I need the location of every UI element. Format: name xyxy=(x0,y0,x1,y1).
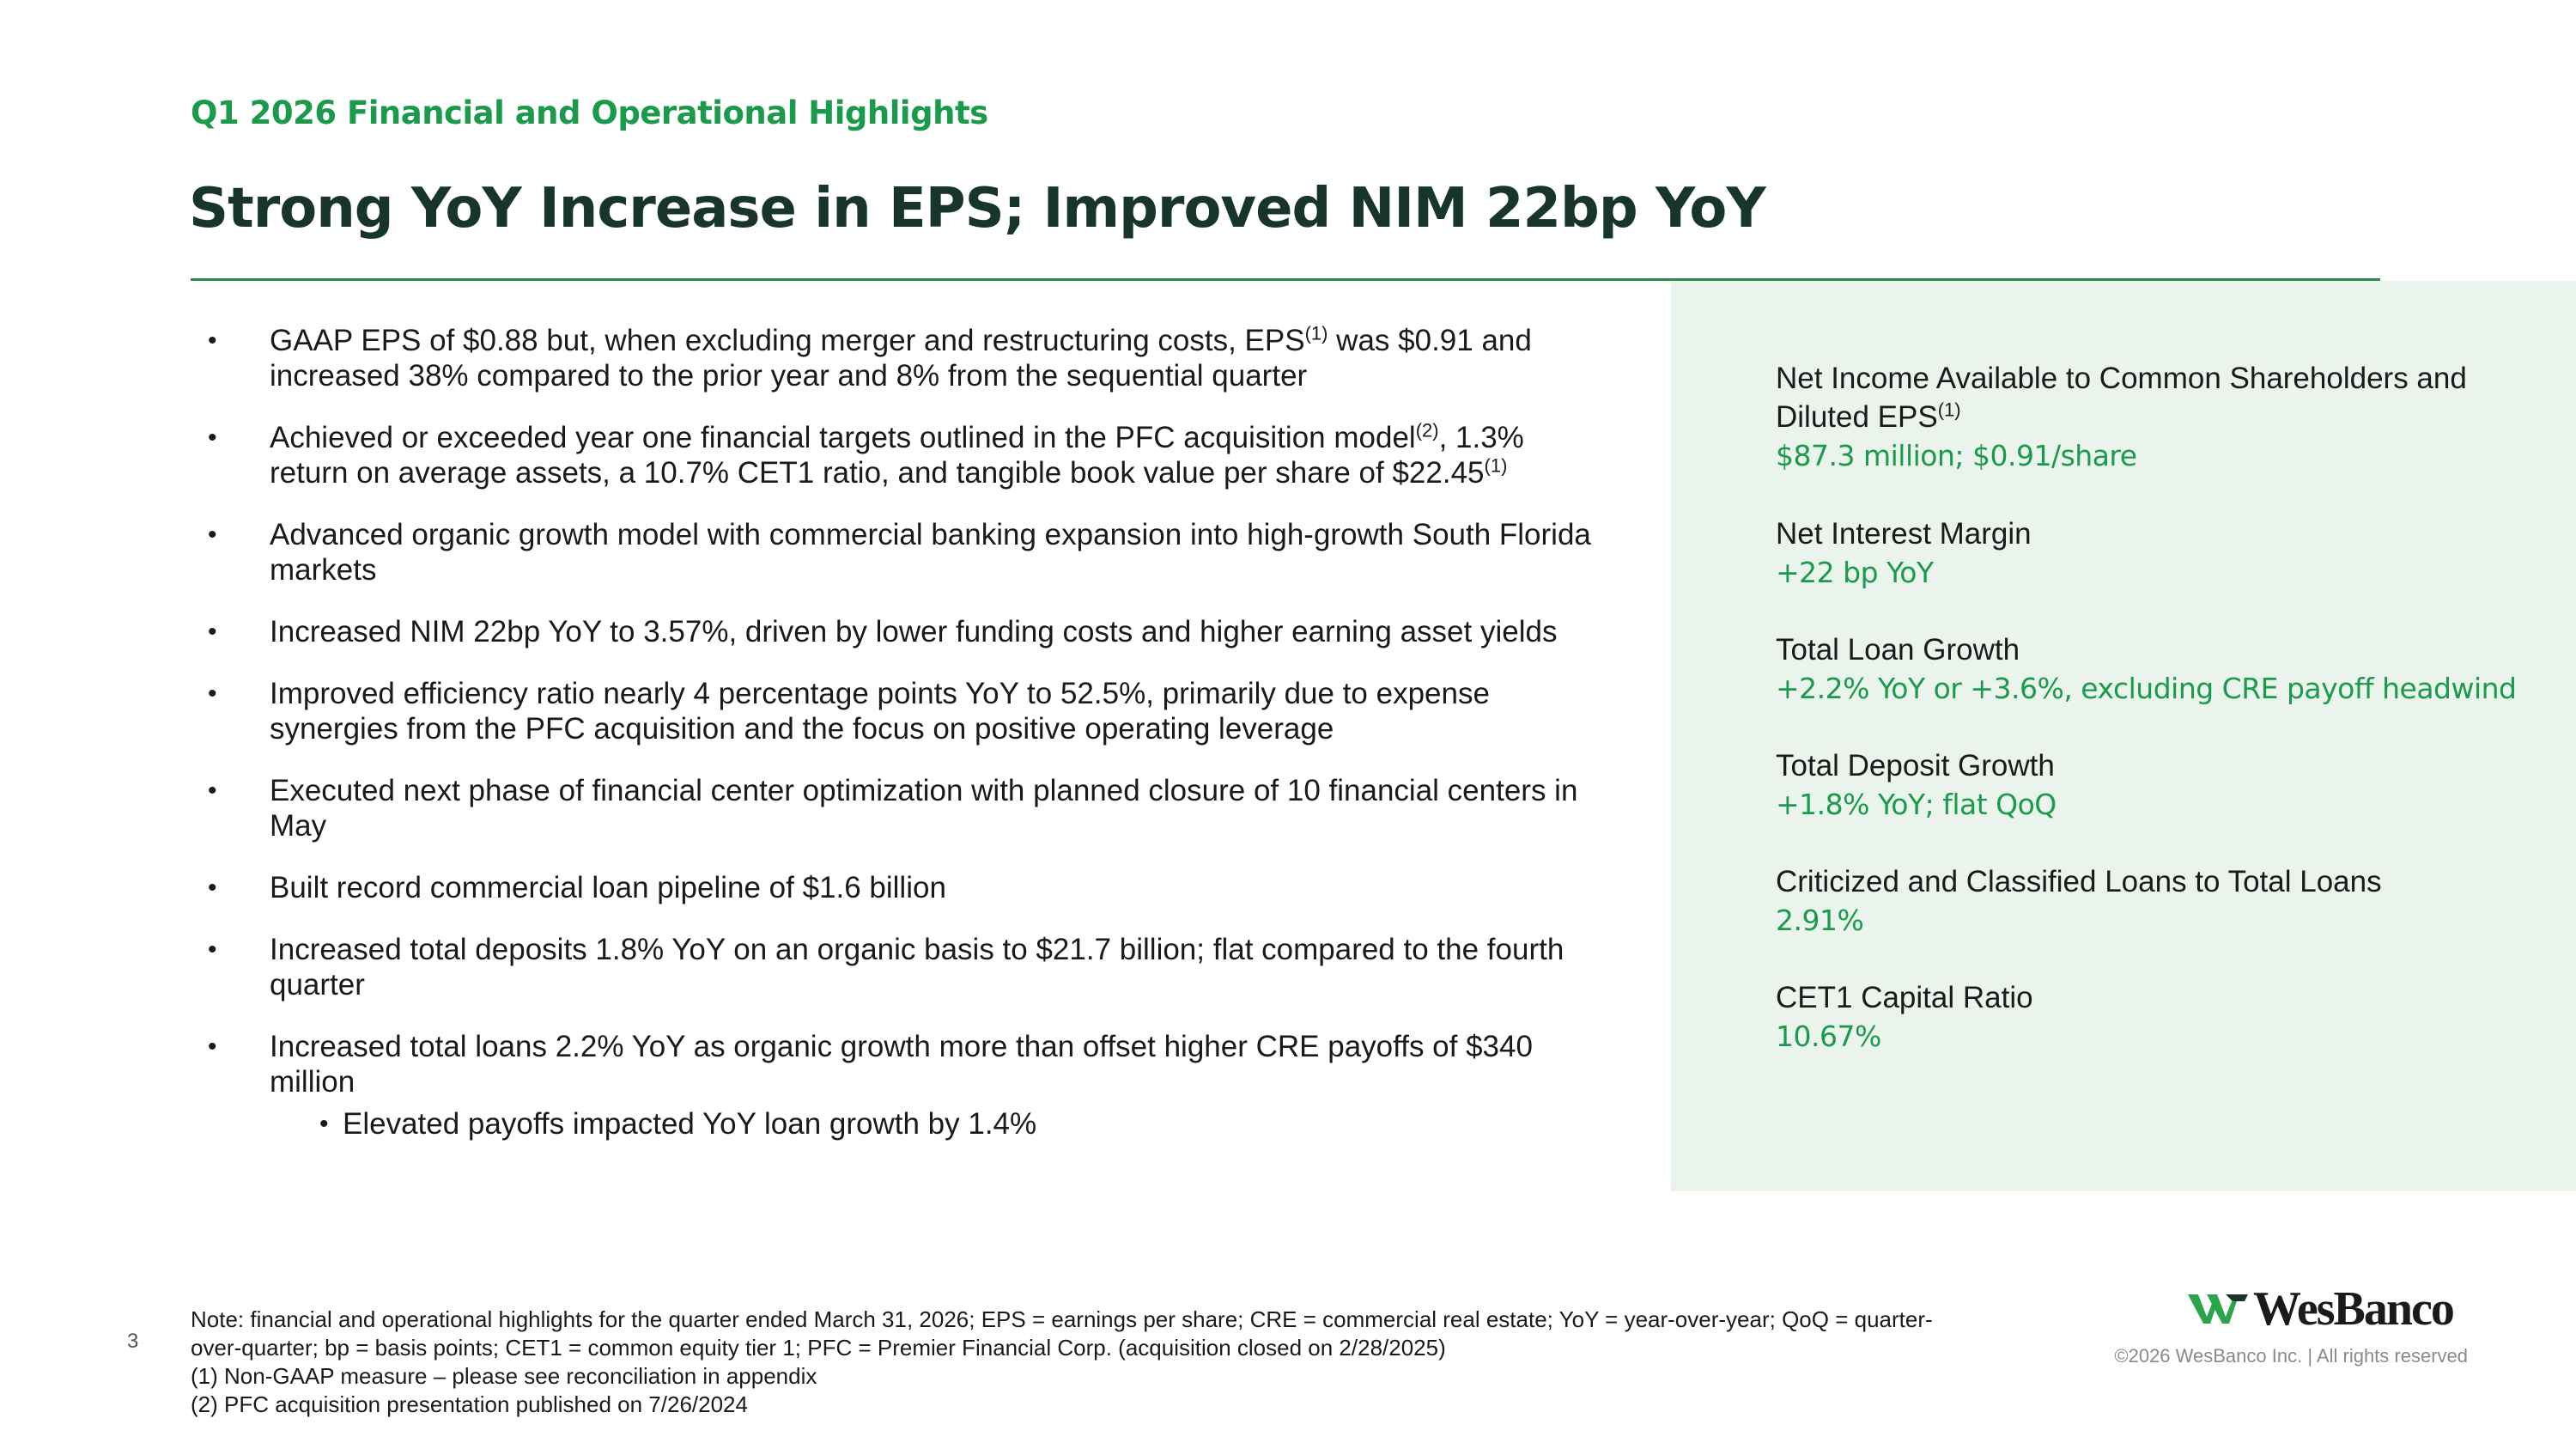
highlight-item: Increased NIM 22bp YoY to 3.57%, driven … xyxy=(191,614,1599,649)
logo-wordmark: WesBanco xyxy=(2253,1282,2455,1336)
metric-value: 10.67% xyxy=(1776,1020,1881,1053)
footnote-2: (2) PFC acquisition presentation publish… xyxy=(191,1391,748,1417)
metric-value: $87.3 million; $0.91/share xyxy=(1776,439,2137,472)
highlights-list: GAAP EPS of $0.88 but, when excluding me… xyxy=(191,323,1599,1168)
highlight-item: Built record commercial loan pipeline of… xyxy=(191,870,1599,905)
metric-label: Net Interest Margin xyxy=(1776,517,2032,551)
metrics-panel: Net Income Available to Common Sharehold… xyxy=(1671,281,2576,1191)
footnote-note: Note: financial and operational highligh… xyxy=(191,1306,1933,1361)
page-number: 3 xyxy=(127,1330,139,1353)
footnote-1: (1) Non-GAAP measure – please see reconc… xyxy=(191,1363,817,1389)
metric-label: Net Income Available to Common Sharehold… xyxy=(1776,362,2467,434)
sub-highlight-item: Elevated payoffs impacted YoY loan growt… xyxy=(270,1106,1599,1142)
copyright-notice: ©2026 WesBanco Inc. | All rights reserve… xyxy=(2114,1345,2468,1367)
metric-value: +22 bp YoY xyxy=(1776,556,1934,589)
metric-cet1-ratio: CET1 Capital Ratio 10.67% xyxy=(1776,978,2566,1056)
footnote-ref: (1) xyxy=(1484,454,1508,477)
sub-highlights-list: Elevated payoffs impacted YoY loan growt… xyxy=(270,1106,1599,1142)
metric-label: Total Loan Growth xyxy=(1776,633,2020,667)
wesbanco-logo: WesBanco xyxy=(2188,1285,2471,1333)
metric-criticized-loans: Criticized and Classified Loans to Total… xyxy=(1776,862,2566,940)
metric-label: Criticized and Classified Loans to Total… xyxy=(1776,865,2382,898)
footnote-ref: (1) xyxy=(1304,322,1328,344)
slide-title: Strong YoY Increase in EPS; Improved NIM… xyxy=(189,177,1766,240)
metric-total-loan-growth: Total Loan Growth +2.2% YoY or +3.6%, ex… xyxy=(1776,630,2566,708)
highlight-item: Executed next phase of financial center … xyxy=(191,773,1599,843)
title-divider xyxy=(191,278,2380,281)
highlight-item: Improved efficiency ratio nearly 4 perce… xyxy=(191,676,1599,746)
metric-net-interest-margin: Net Interest Margin +22 bp YoY xyxy=(1776,514,2566,592)
metric-value: +1.8% YoY; flat QoQ xyxy=(1776,788,2057,821)
highlight-item: Increased total deposits 1.8% YoY on an … xyxy=(191,932,1599,1002)
metric-total-deposit-growth: Total Deposit Growth +1.8% YoY; flat QoQ xyxy=(1776,746,2566,824)
footnotes: Note: financial and operational highligh… xyxy=(191,1306,1951,1419)
metric-label: Total Deposit Growth xyxy=(1776,749,2055,782)
footnote-ref: (2) xyxy=(1415,419,1439,441)
footnote-ref: (1) xyxy=(1937,399,1961,421)
highlight-item: Increased total loans 2.2% YoY as organi… xyxy=(191,1029,1599,1142)
highlight-item: GAAP EPS of $0.88 but, when excluding me… xyxy=(191,323,1599,393)
highlight-item: Advanced organic growth model with comme… xyxy=(191,517,1599,588)
highlight-item: Achieved or exceeded year one financial … xyxy=(191,420,1599,490)
wesbanco-w-mark-icon xyxy=(2188,1294,2248,1324)
metric-label: CET1 Capital Ratio xyxy=(1776,981,2033,1014)
metric-value: 2.91% xyxy=(1776,904,1864,937)
slide-eyebrow: Q1 2026 Financial and Operational Highli… xyxy=(191,94,988,131)
metric-net-income: Net Income Available to Common Sharehold… xyxy=(1776,359,2566,475)
metric-value: +2.2% YoY or +3.6%, excluding CRE payoff… xyxy=(1776,672,2517,705)
